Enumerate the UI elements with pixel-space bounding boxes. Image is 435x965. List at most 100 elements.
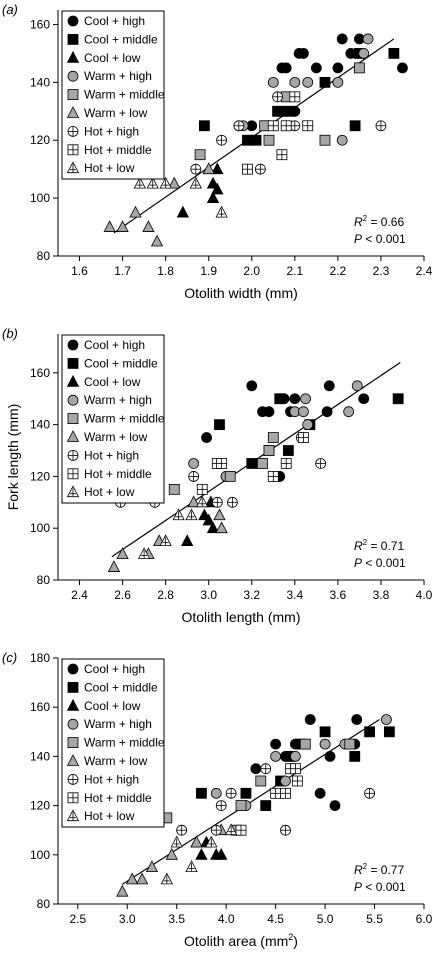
y-tick-label: 140 <box>30 75 50 89</box>
x-tick-label: 2.8 <box>157 588 174 602</box>
data-point <box>349 751 361 762</box>
series-hot-middle <box>196 432 309 495</box>
series-warm-middle <box>168 432 279 495</box>
legend-entry: Cool + low <box>84 51 141 65</box>
data-point <box>202 162 215 175</box>
data-point <box>255 775 267 787</box>
data-point <box>116 547 129 560</box>
r-symbol: R <box>354 863 363 877</box>
data-point <box>351 380 363 392</box>
legend-marker <box>67 413 79 425</box>
legend-entry: Cool + middle <box>84 680 158 694</box>
r-squared-value: = 0.77 <box>367 863 404 877</box>
legend-entry: Cool + middle <box>84 32 158 46</box>
y-tick-label: 100 <box>30 521 50 535</box>
data-point <box>358 48 370 59</box>
data-point <box>206 521 220 534</box>
series-warm-middle <box>194 62 365 161</box>
data-point <box>319 76 331 88</box>
r-superscript: 2 <box>363 862 368 871</box>
data-point <box>289 76 301 88</box>
r-squared-label: R2 = 0.66 <box>354 214 404 229</box>
legend-entry: Warm + low <box>84 754 148 768</box>
data-point <box>299 738 311 750</box>
data-point <box>397 62 408 74</box>
x-tick-label: 3.5 <box>168 912 185 926</box>
data-point <box>270 738 282 750</box>
y-tick-label: 160 <box>30 366 50 380</box>
data-point <box>302 76 314 88</box>
p-value-label: P < 0.001 <box>354 880 406 894</box>
x-tick-label: 5.0 <box>317 912 334 926</box>
data-point <box>176 205 190 218</box>
x-tick-label: 2.2 <box>330 264 347 278</box>
data-point <box>329 800 341 811</box>
legend-marker <box>67 34 79 45</box>
data-point <box>240 787 252 799</box>
data-point <box>319 134 331 146</box>
r-symbol: R <box>354 215 363 229</box>
data-point <box>324 751 336 762</box>
data-point <box>383 726 395 738</box>
data-point <box>195 847 208 860</box>
legend-entry: Warm + high <box>84 69 152 83</box>
legend-entry: Cool + low <box>84 699 141 713</box>
series-cool-high <box>250 714 363 811</box>
data-point <box>246 458 258 469</box>
series-cool-middle <box>214 393 404 469</box>
y-tick-label: 140 <box>30 749 50 763</box>
x-tick-label: 3.2 <box>243 588 260 602</box>
legend-marker <box>67 394 79 406</box>
x-axis-label: Otolith area (mm2) <box>184 932 298 949</box>
data-point <box>336 134 348 146</box>
y-tick-label: 160 <box>30 700 50 714</box>
x-tick-label: 3.0 <box>119 912 136 926</box>
data-point <box>145 860 159 872</box>
data-point <box>116 220 129 232</box>
data-point <box>343 406 355 418</box>
legend-marker <box>66 50 80 63</box>
r-superscript: 2 <box>363 538 368 547</box>
data-point <box>250 134 262 146</box>
data-point <box>168 483 180 495</box>
data-point <box>282 445 294 456</box>
series-cool-high <box>246 33 408 132</box>
x-tick-label: 3.4 <box>286 588 303 602</box>
data-point <box>246 380 258 392</box>
y-tick-label: 160 <box>30 17 50 31</box>
legend-marker <box>66 374 80 387</box>
data-point <box>321 406 333 418</box>
data-point <box>196 787 207 799</box>
data-point <box>280 62 292 74</box>
legend-box <box>61 334 165 504</box>
legend-entry: Cool + low <box>84 375 141 389</box>
legend-marker <box>67 682 79 693</box>
data-point <box>235 800 247 811</box>
x-tick-label: 3.8 <box>373 588 390 602</box>
data-point <box>210 787 222 799</box>
r-squared-value: = 0.66 <box>367 215 404 229</box>
legend-marker <box>67 89 79 100</box>
y-tick-label: 80 <box>37 573 51 587</box>
data-point <box>323 380 335 392</box>
legend-entry: Hot + middle <box>84 143 152 157</box>
legend-entry: Cool + high <box>84 14 145 28</box>
data-point <box>215 521 228 534</box>
regression-line <box>121 718 380 885</box>
legend-marker <box>67 15 79 27</box>
x-axis-label-superscript: 2 <box>288 932 293 942</box>
x-tick-label: 1.7 <box>114 264 131 278</box>
legend-entry: Warm + middle <box>84 736 165 750</box>
legend-entry: Hot + low <box>84 809 135 823</box>
data-point <box>142 220 155 232</box>
data-point <box>206 176 220 189</box>
data-point <box>126 872 139 885</box>
data-point <box>304 714 316 725</box>
legend-entry: Hot + low <box>84 161 135 175</box>
legend-marker <box>67 663 79 675</box>
y-tick-label: 140 <box>30 418 50 432</box>
panel-label: (c) <box>2 650 17 665</box>
legend-entry: Warm + high <box>84 393 152 407</box>
data-point <box>198 120 210 132</box>
data-point <box>201 432 212 443</box>
